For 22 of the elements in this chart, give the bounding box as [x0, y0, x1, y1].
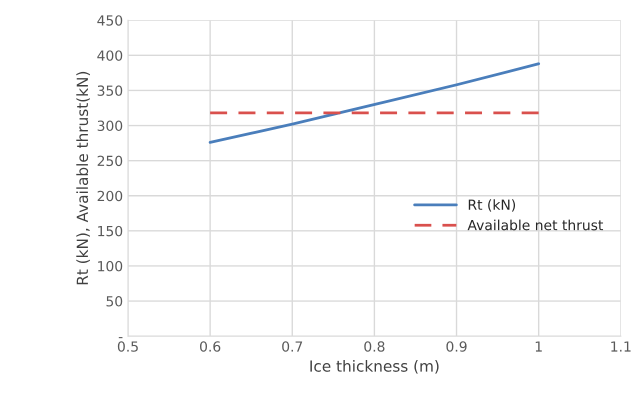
y-tick-label: 100	[98, 260, 122, 272]
x-tick-label: 0.7	[282, 341, 302, 352]
y-axis-title: Rt (kN), Available thrust(kN)	[76, 72, 90, 284]
line-series	[208, 62, 540, 144]
y-tick-label: 350	[98, 85, 122, 96]
y-tick-label: -	[118, 337, 122, 338]
legend-label: Rt (kN)	[468, 199, 516, 212]
y-tick-label: 400	[97, 50, 122, 61]
y-tick-label: 450	[97, 15, 122, 26]
y-tick-label: 150	[98, 226, 122, 236]
x-tick-label: 1.1	[611, 341, 631, 352]
y-tick-label: 50	[106, 296, 122, 307]
legend-label: Available net thrust	[468, 220, 604, 230]
x-tick-label: 1	[536, 341, 542, 352]
x-tick-label: 0.5	[118, 341, 138, 352]
y-tick-label: 300	[98, 120, 122, 132]
y-tick-label: 250	[98, 156, 122, 166]
x-axis-title: Ice thickness (m)	[310, 360, 439, 374]
y-tick-label: 200	[98, 190, 122, 202]
x-tick-label: 0.8	[364, 341, 384, 352]
x-tick-label: 0.6	[200, 341, 220, 352]
x-tick-label: 0.9	[446, 341, 467, 352]
